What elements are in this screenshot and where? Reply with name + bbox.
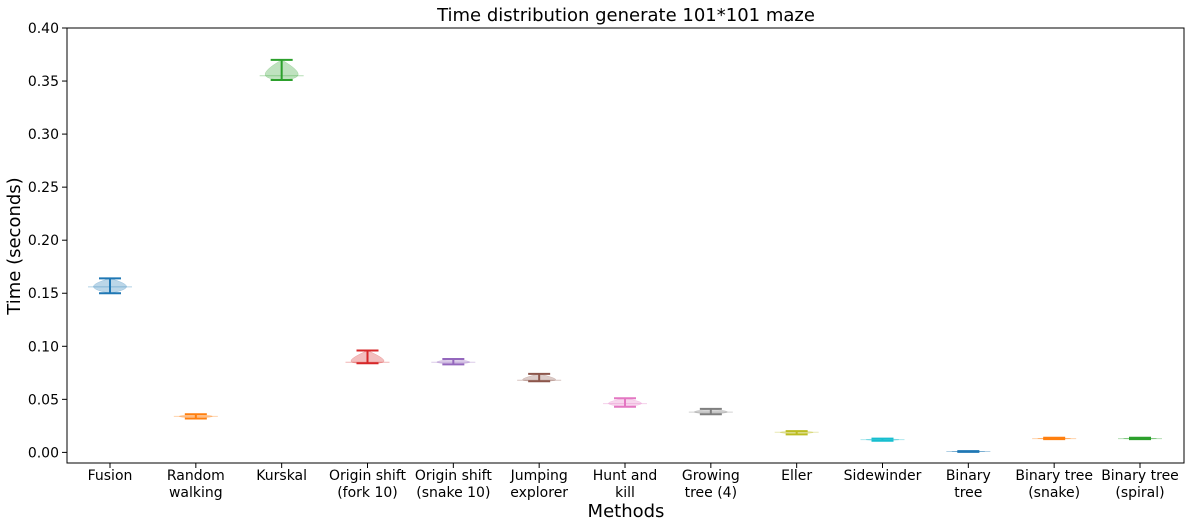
x-tick-label-line: tree (4) — [685, 485, 737, 501]
y-tick-label: 0.25 — [28, 180, 59, 196]
x-tick-label: Binary tree (snake) — [1015, 468, 1093, 501]
y-tick-label: 0.05 — [28, 392, 59, 408]
x-tick-label: Eller — [781, 468, 812, 484]
x-tick-label: Origin shift (snake 10) — [415, 468, 493, 501]
x-tick-label-line: Eller — [781, 468, 812, 484]
x-tick-label-line: (snake) — [1028, 485, 1080, 501]
x-tick-label-line: Jumping — [510, 468, 568, 484]
x-axis-title: Methods — [588, 501, 665, 522]
x-tick-label-line: (snake 10) — [416, 485, 490, 501]
x-tick-label-line: (spiral) — [1115, 485, 1164, 501]
x-tick-label: Binary tree — [946, 468, 991, 501]
x-tick-label: Origin shift (fork 10) — [329, 468, 407, 501]
x-tick-label-line: walking — [169, 485, 223, 501]
x-tick-label: Growing tree (4) — [682, 468, 740, 501]
x-tick-label: Hunt and kill — [593, 468, 658, 501]
y-tick-label: 0.15 — [28, 286, 59, 302]
y-tick-label: 0.10 — [28, 339, 59, 355]
x-tick-label: Binary tree (spiral) — [1101, 468, 1179, 501]
x-tick-label-line: Binary — [946, 468, 991, 484]
y-tick-label: 0.20 — [28, 233, 59, 249]
x-tick-label-line: (fork 10) — [337, 485, 398, 501]
x-tick-label-line: Binary tree — [1101, 468, 1179, 484]
x-tick-label-line: Origin shift — [329, 468, 407, 484]
x-tick-label-line: Growing — [682, 468, 740, 484]
x-tick-label-line: tree — [954, 485, 982, 501]
y-tick-label: 0.40 — [28, 21, 59, 37]
y-tick-label: 0.00 — [28, 445, 59, 461]
x-tick-label-line: Sidewinder — [844, 468, 922, 484]
y-axis: 0.00 0.05 0.10 0.15 0.20 0.25 0.30 0.35 0.40 — [28, 21, 67, 461]
chart-title: Time distribution generate 101*101 maze — [436, 5, 815, 26]
x-tick-label-line: Random — [167, 468, 225, 484]
x-tick-label-line: Fusion — [88, 468, 133, 484]
x-tick-label-line: explorer — [510, 485, 568, 501]
y-axis-title: Time (seconds) — [4, 177, 25, 315]
x-tick-label-line: Kurskal — [256, 468, 307, 484]
x-tick-label: Jumping explorer — [510, 468, 569, 501]
x-tick-label-line: Origin shift — [415, 468, 493, 484]
plot-area — [88, 58, 1162, 453]
x-tick-label: Sidewinder — [844, 468, 922, 484]
y-tick-label: 0.35 — [28, 74, 59, 90]
x-tick-label: Kurskal — [256, 468, 307, 484]
x-tick-label: Fusion — [88, 468, 133, 484]
x-tick-label-line: Binary tree — [1015, 468, 1093, 484]
x-tick-label: Random walking — [167, 468, 225, 501]
x-tick-label-line: Hunt and — [593, 468, 658, 484]
x-tick-label-line: kill — [615, 485, 635, 501]
y-tick-label: 0.30 — [28, 127, 59, 143]
